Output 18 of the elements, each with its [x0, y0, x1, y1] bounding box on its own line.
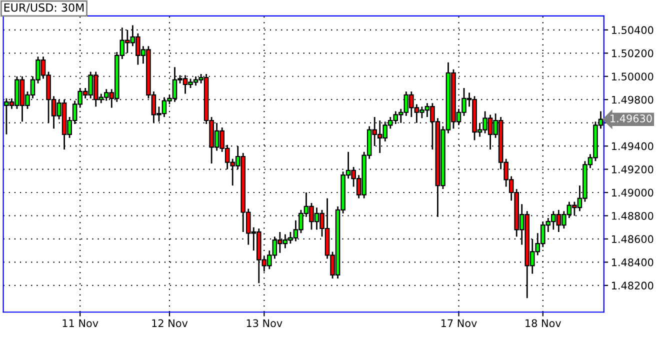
y-tick-label: 1.48400 [612, 258, 654, 266]
y-tick-label: 1.48800 [612, 212, 654, 220]
y-tick-label: 1.48600 [612, 235, 654, 244]
y-tick-label: 1.50200 [612, 49, 654, 58]
y-tick-label: 1.49400 [612, 142, 654, 150]
y-tick-label: 1.48200 [612, 282, 654, 290]
y-tick-label: 1.49000 [612, 188, 654, 197]
y-tick-label: 1.49800 [612, 96, 654, 104]
x-tick-label: 11 Nov [62, 319, 98, 328]
x-tick-label: 12 Nov [152, 319, 188, 328]
x-tick-label: 17 Nov [441, 319, 477, 328]
chart-title: EUR/USD: 30M [4, 3, 84, 13]
text: 1.49630 [610, 114, 652, 122]
y-tick-label: 1.50000 [612, 72, 654, 80]
y-tick-label: 1.50400 [612, 26, 654, 34]
y-tick-label: 1.49200 [612, 166, 654, 174]
x-tick-label: 18 Nov [526, 319, 562, 328]
x-tick-label: 13 Nov [246, 319, 282, 328]
